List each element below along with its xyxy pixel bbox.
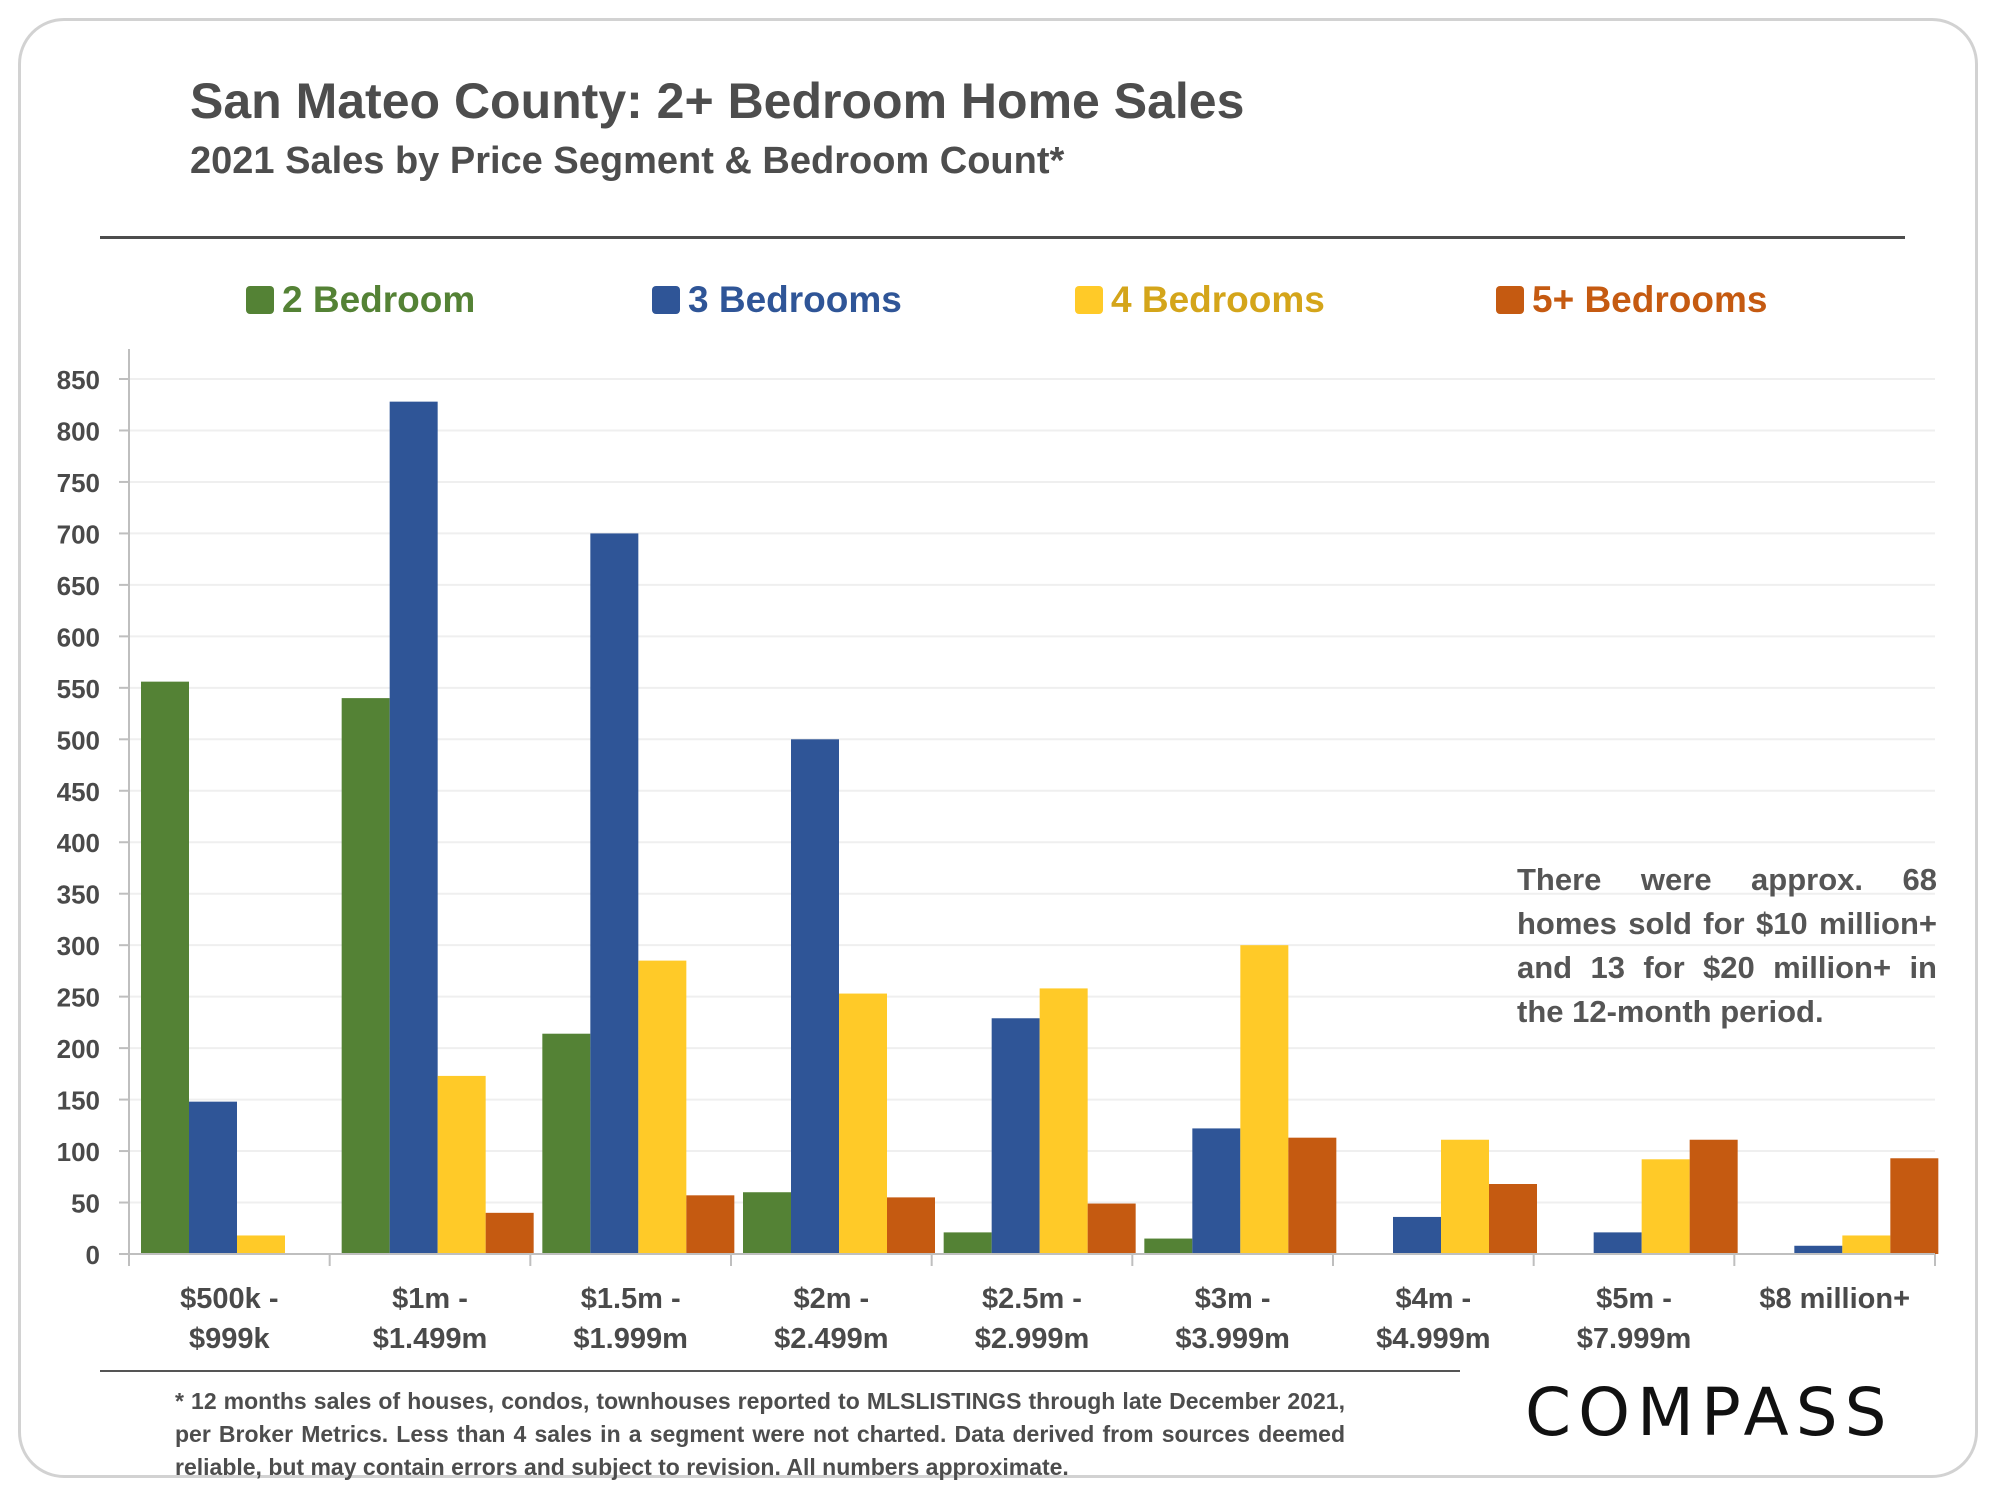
bar-2-bedroom-0 bbox=[141, 681, 189, 1254]
bar-4-bedrooms-7 bbox=[1641, 1159, 1690, 1254]
bar-4-bedrooms-2 bbox=[638, 960, 687, 1254]
bar-5-bedrooms-2 bbox=[686, 1195, 735, 1254]
y-tick-label: 150 bbox=[57, 1086, 100, 1116]
y-tick-label: 650 bbox=[57, 571, 100, 601]
footnote: * 12 months sales of houses, condos, tow… bbox=[175, 1388, 1345, 1480]
y-tick-label: 750 bbox=[57, 468, 100, 498]
x-tick-label: $2.499m bbox=[774, 1323, 889, 1355]
bar-4-bedrooms-0 bbox=[237, 1235, 285, 1254]
y-tick-label: 450 bbox=[57, 777, 100, 807]
bar-2-bedroom-2 bbox=[542, 1033, 591, 1254]
legend-swatch bbox=[1075, 286, 1103, 314]
compass-logo: COMPASS bbox=[1525, 1374, 1894, 1451]
legend-label: 5+ Bedrooms bbox=[1532, 279, 1768, 320]
y-tick-label: 500 bbox=[57, 725, 100, 755]
y-tick-label: 300 bbox=[57, 931, 100, 961]
legend-swatch bbox=[652, 286, 680, 314]
y-tick-label: 250 bbox=[57, 983, 100, 1013]
legend-swatch bbox=[1496, 286, 1524, 314]
bar-4-bedrooms-4 bbox=[1039, 988, 1088, 1254]
x-tick-label: $500k - bbox=[180, 1283, 278, 1315]
bar-chart: 0 50 100 150 200 250 300 350 400 450 500 550 600 650 7… bbox=[57, 349, 1939, 1355]
bar-3-bedrooms-7 bbox=[1593, 1232, 1642, 1254]
legend-label: 2 Bedroom bbox=[282, 279, 476, 320]
legend-item-2-bedroom: 2 Bedroom bbox=[246, 278, 475, 322]
chart-title: San Mateo County: 2+ Bedroom Home Sales bbox=[190, 73, 1245, 129]
x-tick-label: $3m - bbox=[1195, 1283, 1271, 1315]
y-tick-label: 0 bbox=[86, 1240, 100, 1270]
bar-2-bedroom-5 bbox=[1144, 1238, 1193, 1254]
annotation-note: There were approx. 68 homes sold for $10… bbox=[1517, 862, 1937, 1029]
x-tick-label: $2m - bbox=[793, 1283, 869, 1315]
title-divider bbox=[100, 236, 1905, 239]
y-tick-label: 100 bbox=[57, 1137, 100, 1167]
bar-4-bedrooms-6 bbox=[1441, 1139, 1489, 1254]
y-tick-label: 50 bbox=[71, 1189, 100, 1219]
x-tick-label: $7.999m bbox=[1577, 1323, 1692, 1355]
x-tick-label: $1m - bbox=[392, 1283, 468, 1315]
bar-5-bedrooms-3 bbox=[887, 1197, 935, 1254]
bar-4-bedrooms-5 bbox=[1240, 945, 1289, 1254]
bar-5-bedrooms-6 bbox=[1489, 1184, 1537, 1254]
x-tick-label: $1.499m bbox=[373, 1323, 488, 1355]
y-tick-label: 400 bbox=[57, 828, 100, 858]
legend-swatch bbox=[246, 286, 274, 314]
x-tick-label: $1.5m - bbox=[581, 1283, 681, 1315]
bar-2-bedroom-4 bbox=[943, 1232, 992, 1254]
bar-3-bedrooms-8 bbox=[1794, 1245, 1843, 1254]
bar-4-bedrooms-1 bbox=[437, 1075, 486, 1254]
bar-3-bedrooms-1 bbox=[389, 401, 438, 1254]
y-tick-label: 600 bbox=[57, 622, 100, 652]
bar-5-bedrooms-8 bbox=[1890, 1158, 1939, 1254]
x-tick-label: $4m - bbox=[1395, 1283, 1471, 1315]
legend-label: 4 Bedrooms bbox=[1111, 279, 1325, 320]
bar-5-bedrooms-5 bbox=[1288, 1137, 1337, 1254]
x-tick-label: $5m - bbox=[1596, 1283, 1672, 1315]
x-tick-label: $999k bbox=[189, 1323, 271, 1355]
bar-3-bedrooms-4 bbox=[991, 1018, 1040, 1254]
bar-2-bedroom-1 bbox=[341, 698, 390, 1254]
legend-item-5-bedrooms: 5+ Bedrooms bbox=[1496, 278, 1767, 322]
x-tick-label: $2.999m bbox=[975, 1323, 1090, 1355]
x-tick-label: $4.999m bbox=[1376, 1323, 1491, 1355]
y-tick-label: 850 bbox=[57, 365, 100, 395]
bar-5-bedrooms-1 bbox=[485, 1212, 534, 1254]
legend-item-4-bedrooms: 4 Bedrooms bbox=[1075, 278, 1325, 322]
bar-2-bedroom-3 bbox=[743, 1192, 791, 1254]
bar-4-bedrooms-8 bbox=[1842, 1235, 1891, 1254]
bar-3-bedrooms-0 bbox=[189, 1101, 237, 1254]
legend-label: 3 Bedrooms bbox=[688, 279, 902, 320]
y-tick-label: 700 bbox=[57, 519, 100, 549]
x-tick-label: $1.999m bbox=[573, 1323, 688, 1355]
x-tick-label: $8 million+ bbox=[1759, 1283, 1910, 1315]
bar-3-bedrooms-2 bbox=[590, 533, 639, 1254]
legend-item-3-bedrooms: 3 Bedrooms bbox=[652, 278, 902, 322]
bar-3-bedrooms-5 bbox=[1192, 1128, 1241, 1254]
bar-4-bedrooms-3 bbox=[839, 993, 887, 1254]
y-tick-label: 200 bbox=[57, 1034, 100, 1064]
chart-subtitle: 2021 Sales by Price Segment & Bedroom Co… bbox=[190, 140, 1065, 182]
y-tick-label: 800 bbox=[57, 416, 100, 446]
y-tick-label: 350 bbox=[57, 880, 100, 910]
bar-5-bedrooms-7 bbox=[1689, 1139, 1738, 1254]
bar-5-bedrooms-4 bbox=[1087, 1203, 1136, 1254]
bar-3-bedrooms-3 bbox=[791, 739, 839, 1254]
bar-3-bedrooms-6 bbox=[1393, 1216, 1441, 1254]
y-tick-label: 550 bbox=[57, 674, 100, 704]
footnote-divider bbox=[100, 1370, 1460, 1372]
x-tick-label: $3.999m bbox=[1175, 1323, 1290, 1355]
x-tick-label: $2.5m - bbox=[982, 1283, 1082, 1315]
